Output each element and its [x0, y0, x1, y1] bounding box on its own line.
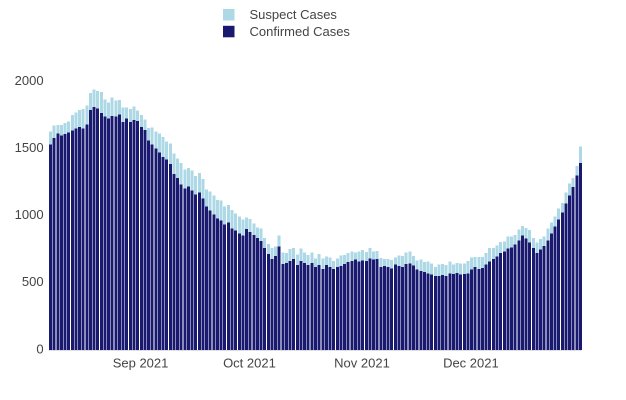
svg-text:Dec 2021: Dec 2021 — [443, 355, 499, 370]
svg-text:Oct 2021: Oct 2021 — [223, 355, 276, 370]
svg-text:1000: 1000 — [15, 207, 44, 222]
svg-text:Nov 2021: Nov 2021 — [334, 355, 390, 370]
svg-text:Sep 2021: Sep 2021 — [113, 355, 169, 370]
svg-text:Suspect Cases: Suspect Cases — [250, 7, 338, 22]
svg-text:500: 500 — [22, 274, 44, 289]
svg-text:1500: 1500 — [15, 140, 44, 155]
svg-text:2000: 2000 — [15, 73, 44, 88]
svg-text:0: 0 — [36, 341, 43, 356]
svg-text:Confirmed Cases: Confirmed Cases — [250, 24, 351, 39]
